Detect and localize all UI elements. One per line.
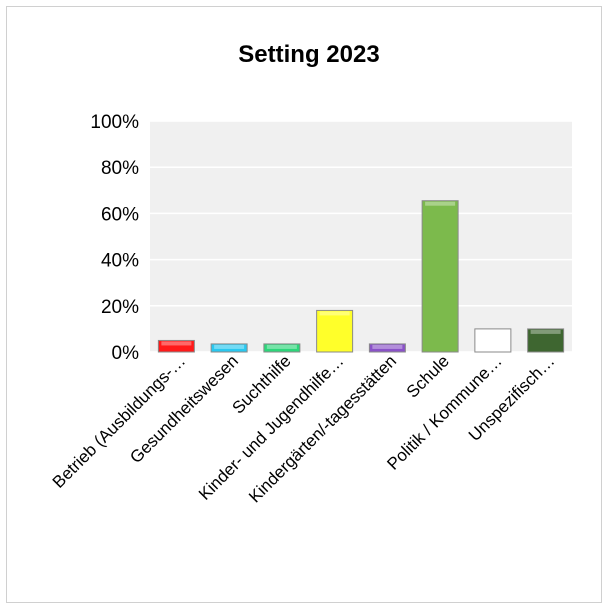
- bar: [527, 328, 565, 353]
- bar-highlight: [161, 341, 192, 346]
- bar-highlight: [477, 329, 508, 334]
- bar-highlight: [372, 344, 403, 349]
- bar-highlight: [214, 344, 245, 349]
- bar: [210, 343, 248, 353]
- y-tick-label: 20%: [101, 297, 139, 318]
- bar-highlight: [319, 311, 350, 316]
- x-tick-label: Schule: [403, 351, 453, 401]
- bar: [368, 343, 406, 353]
- plot-area: [150, 121, 572, 352]
- bars: [157, 200, 565, 353]
- bar-highlight: [530, 329, 561, 334]
- bar: [263, 343, 301, 353]
- y-axis: 0% 20% 40% 60% 80% 100%: [90, 112, 139, 364]
- y-tick-label: 60%: [101, 204, 139, 225]
- y-tick-label: 80%: [101, 158, 139, 179]
- bar: [474, 328, 512, 353]
- bar-highlight: [266, 344, 297, 349]
- y-tick-label: 0%: [112, 343, 140, 364]
- y-tick-label: 40%: [101, 251, 139, 272]
- bar-highlight: [425, 201, 456, 206]
- x-axis: Betrieb (Ausbildungs-…GesundheitswesenSu…: [49, 351, 559, 506]
- y-tick-label: 100%: [90, 112, 139, 133]
- bar: [157, 339, 195, 353]
- bar: [421, 200, 459, 353]
- chart-title: Setting 2023: [238, 41, 379, 68]
- bar: [316, 309, 354, 353]
